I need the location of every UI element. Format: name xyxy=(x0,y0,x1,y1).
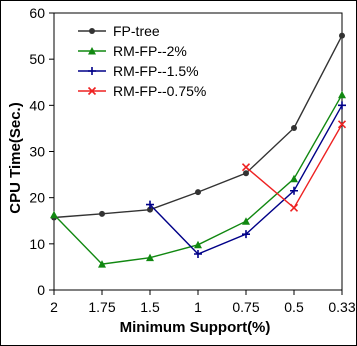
x-tick-label: 1.5 xyxy=(140,299,160,315)
series-3 xyxy=(146,101,346,258)
data-point xyxy=(338,90,346,99)
y-tick-label: 50 xyxy=(29,51,45,67)
data-point xyxy=(291,124,297,131)
legend-label: RM-FP--2% xyxy=(113,43,187,59)
y-axis-title: CPU Time(Sec.) xyxy=(7,102,24,213)
data-point xyxy=(147,206,153,213)
legend-marker xyxy=(87,86,97,96)
legend-entry-4: RM-FP--0.75% xyxy=(78,83,206,99)
data-point xyxy=(241,163,251,172)
data-point xyxy=(290,174,298,183)
legend-entry-1: FP-tree xyxy=(78,23,160,39)
data-point xyxy=(194,240,202,249)
legend-entry-3: RM-FP--1.5% xyxy=(78,63,199,79)
data-point xyxy=(146,200,154,209)
x-tick-label: 0.5 xyxy=(284,299,304,315)
y-tick-label: 40 xyxy=(29,97,45,113)
data-point xyxy=(338,101,346,110)
data-point xyxy=(290,186,298,195)
data-point xyxy=(98,260,106,268)
series-1 xyxy=(51,32,345,221)
data-point xyxy=(243,170,249,177)
data-point xyxy=(289,203,299,212)
series-4 xyxy=(241,120,347,212)
x-tick-label: 0.33 xyxy=(328,299,355,315)
data-point xyxy=(146,253,154,262)
x-tick-label: 2 xyxy=(50,299,58,315)
legend-label: FP-tree xyxy=(113,23,160,39)
legend-label: RM-FP--0.75% xyxy=(113,83,206,99)
x-tick-label: 0.75 xyxy=(232,299,259,315)
legend-marker xyxy=(88,67,96,75)
y-tick-label: 30 xyxy=(29,144,45,160)
data-point xyxy=(339,32,345,39)
data-point xyxy=(242,217,250,225)
data-point xyxy=(337,120,347,129)
data-point xyxy=(194,249,202,258)
data-point xyxy=(50,210,58,219)
data-point xyxy=(242,230,250,239)
x-tick-label: 1.75 xyxy=(88,299,115,315)
legend-entry-2: RM-FP--2% xyxy=(78,43,187,59)
series-2 xyxy=(50,90,346,268)
legend-label: RM-FP--1.5% xyxy=(113,63,199,79)
data-point xyxy=(195,189,201,196)
y-tick-label: 10 xyxy=(29,236,45,252)
x-tick-label: 1 xyxy=(194,299,202,315)
y-tick-label: 60 xyxy=(29,5,45,21)
y-tick-label: 0 xyxy=(37,282,45,298)
x-axis-title: Minimum Support(%) xyxy=(120,319,271,336)
y-tick-label: 20 xyxy=(29,190,45,206)
legend-marker xyxy=(89,28,95,34)
data-point xyxy=(99,210,105,217)
legend-marker xyxy=(88,47,96,55)
